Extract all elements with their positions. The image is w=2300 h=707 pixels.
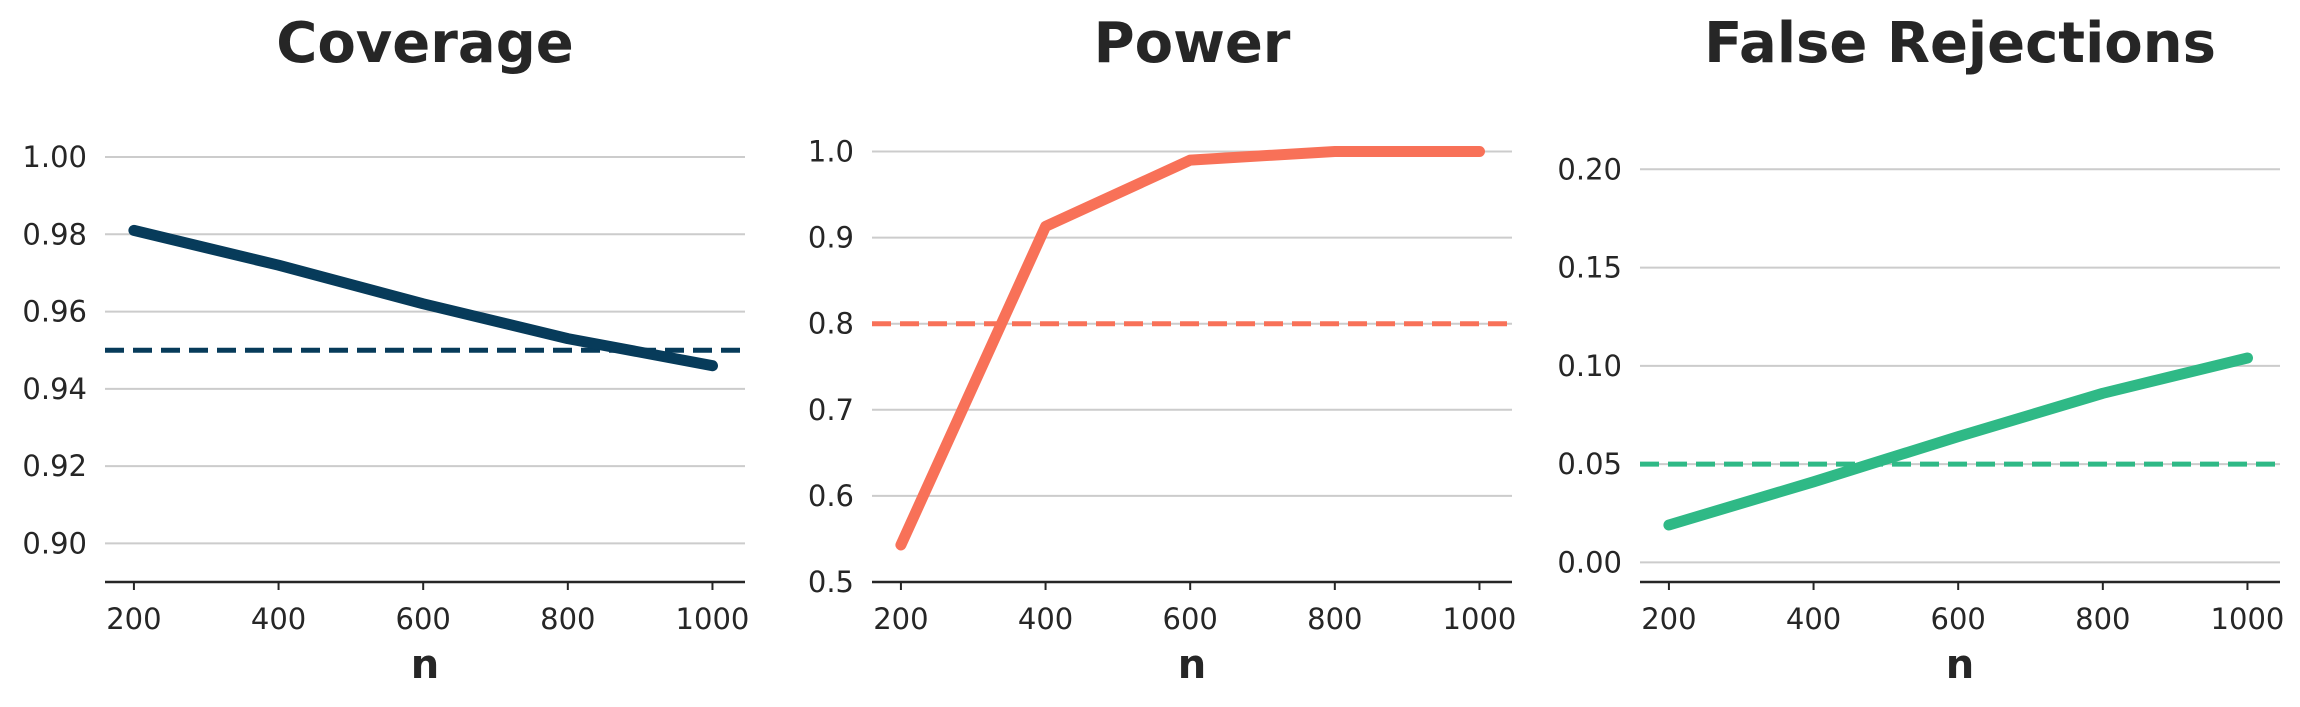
- power-y-tick-label: 0.8: [808, 307, 854, 341]
- coverage-y-tick-label: 0.90: [22, 526, 87, 560]
- coverage-title: Coverage: [276, 11, 574, 76]
- false-rejections-x-tick-label: 200: [1641, 602, 1696, 636]
- coverage-x-tick-label: 1000: [676, 602, 750, 636]
- false-rejections-y-tick-label: 0.05: [1557, 447, 1622, 481]
- coverage-x-axis-label: n: [411, 642, 439, 688]
- false-rejections-x-tick-label: 800: [2075, 602, 2130, 636]
- false-rejections-y-tick-label: 0.20: [1557, 152, 1622, 186]
- coverage-x-tick-label: 600: [396, 602, 451, 636]
- power-x-tick-label: 800: [1307, 602, 1362, 636]
- false-rejections-x-tick-label: 1000: [2211, 602, 2285, 636]
- power-x-tick-label: 200: [873, 602, 928, 636]
- coverage-x-tick-label: 200: [106, 602, 161, 636]
- power-x-axis-label: n: [1178, 642, 1206, 688]
- power-y-tick-label: 0.5: [808, 565, 854, 599]
- coverage-y-tick-label: 0.94: [22, 372, 87, 406]
- power-y-tick-label: 0.9: [808, 221, 854, 255]
- power-x-tick-label: 400: [1018, 602, 1073, 636]
- coverage-y-tick-label: 0.96: [22, 295, 87, 329]
- coverage-x-tick-label: 400: [251, 602, 306, 636]
- power-y-tick-label: 0.6: [808, 479, 854, 513]
- coverage-y-tick-label: 1.00: [22, 140, 87, 174]
- false-rejections-y-tick-label: 0.15: [1557, 251, 1622, 285]
- false-rejections-y-tick-label: 0.00: [1557, 545, 1622, 579]
- false-rejections-x-tick-label: 400: [1786, 602, 1841, 636]
- coverage-series-line: [128, 224, 718, 372]
- power-title: Power: [1094, 11, 1291, 76]
- power-y-tick-label: 1.0: [808, 135, 854, 169]
- false-rejections-panel: False Rejections 0.00 0.05 0.10 0.15 0.20 200 4…: [1557, 11, 2284, 688]
- false-rejections-y-tick-label: 0.10: [1557, 349, 1622, 383]
- coverage-panel: Coverage 0.90 0.92 0.94 0.96 0.98 1.00 200 400 60…: [22, 11, 749, 688]
- false-rejections-title: False Rejections: [1704, 11, 2216, 76]
- false-rejections-series-line: [1663, 352, 2253, 531]
- power-panel: Power 0.5 0.6 0.7 0.8 0.9 1.0 200 400 600 800 1000 n: [808, 11, 1516, 688]
- coverage-y-tick-label: 0.98: [22, 217, 87, 251]
- power-y-tick-label: 0.7: [808, 393, 854, 427]
- power-x-tick-label: 600: [1163, 602, 1218, 636]
- false-rejections-x-tick-label: 600: [1931, 602, 1986, 636]
- false-rejections-x-axis-label: n: [1946, 642, 1974, 688]
- coverage-x-tick-label: 800: [540, 602, 595, 636]
- coverage-y-tick-label: 0.92: [22, 449, 87, 483]
- power-series-line: [895, 146, 1485, 551]
- power-x-tick-label: 1000: [1443, 602, 1517, 636]
